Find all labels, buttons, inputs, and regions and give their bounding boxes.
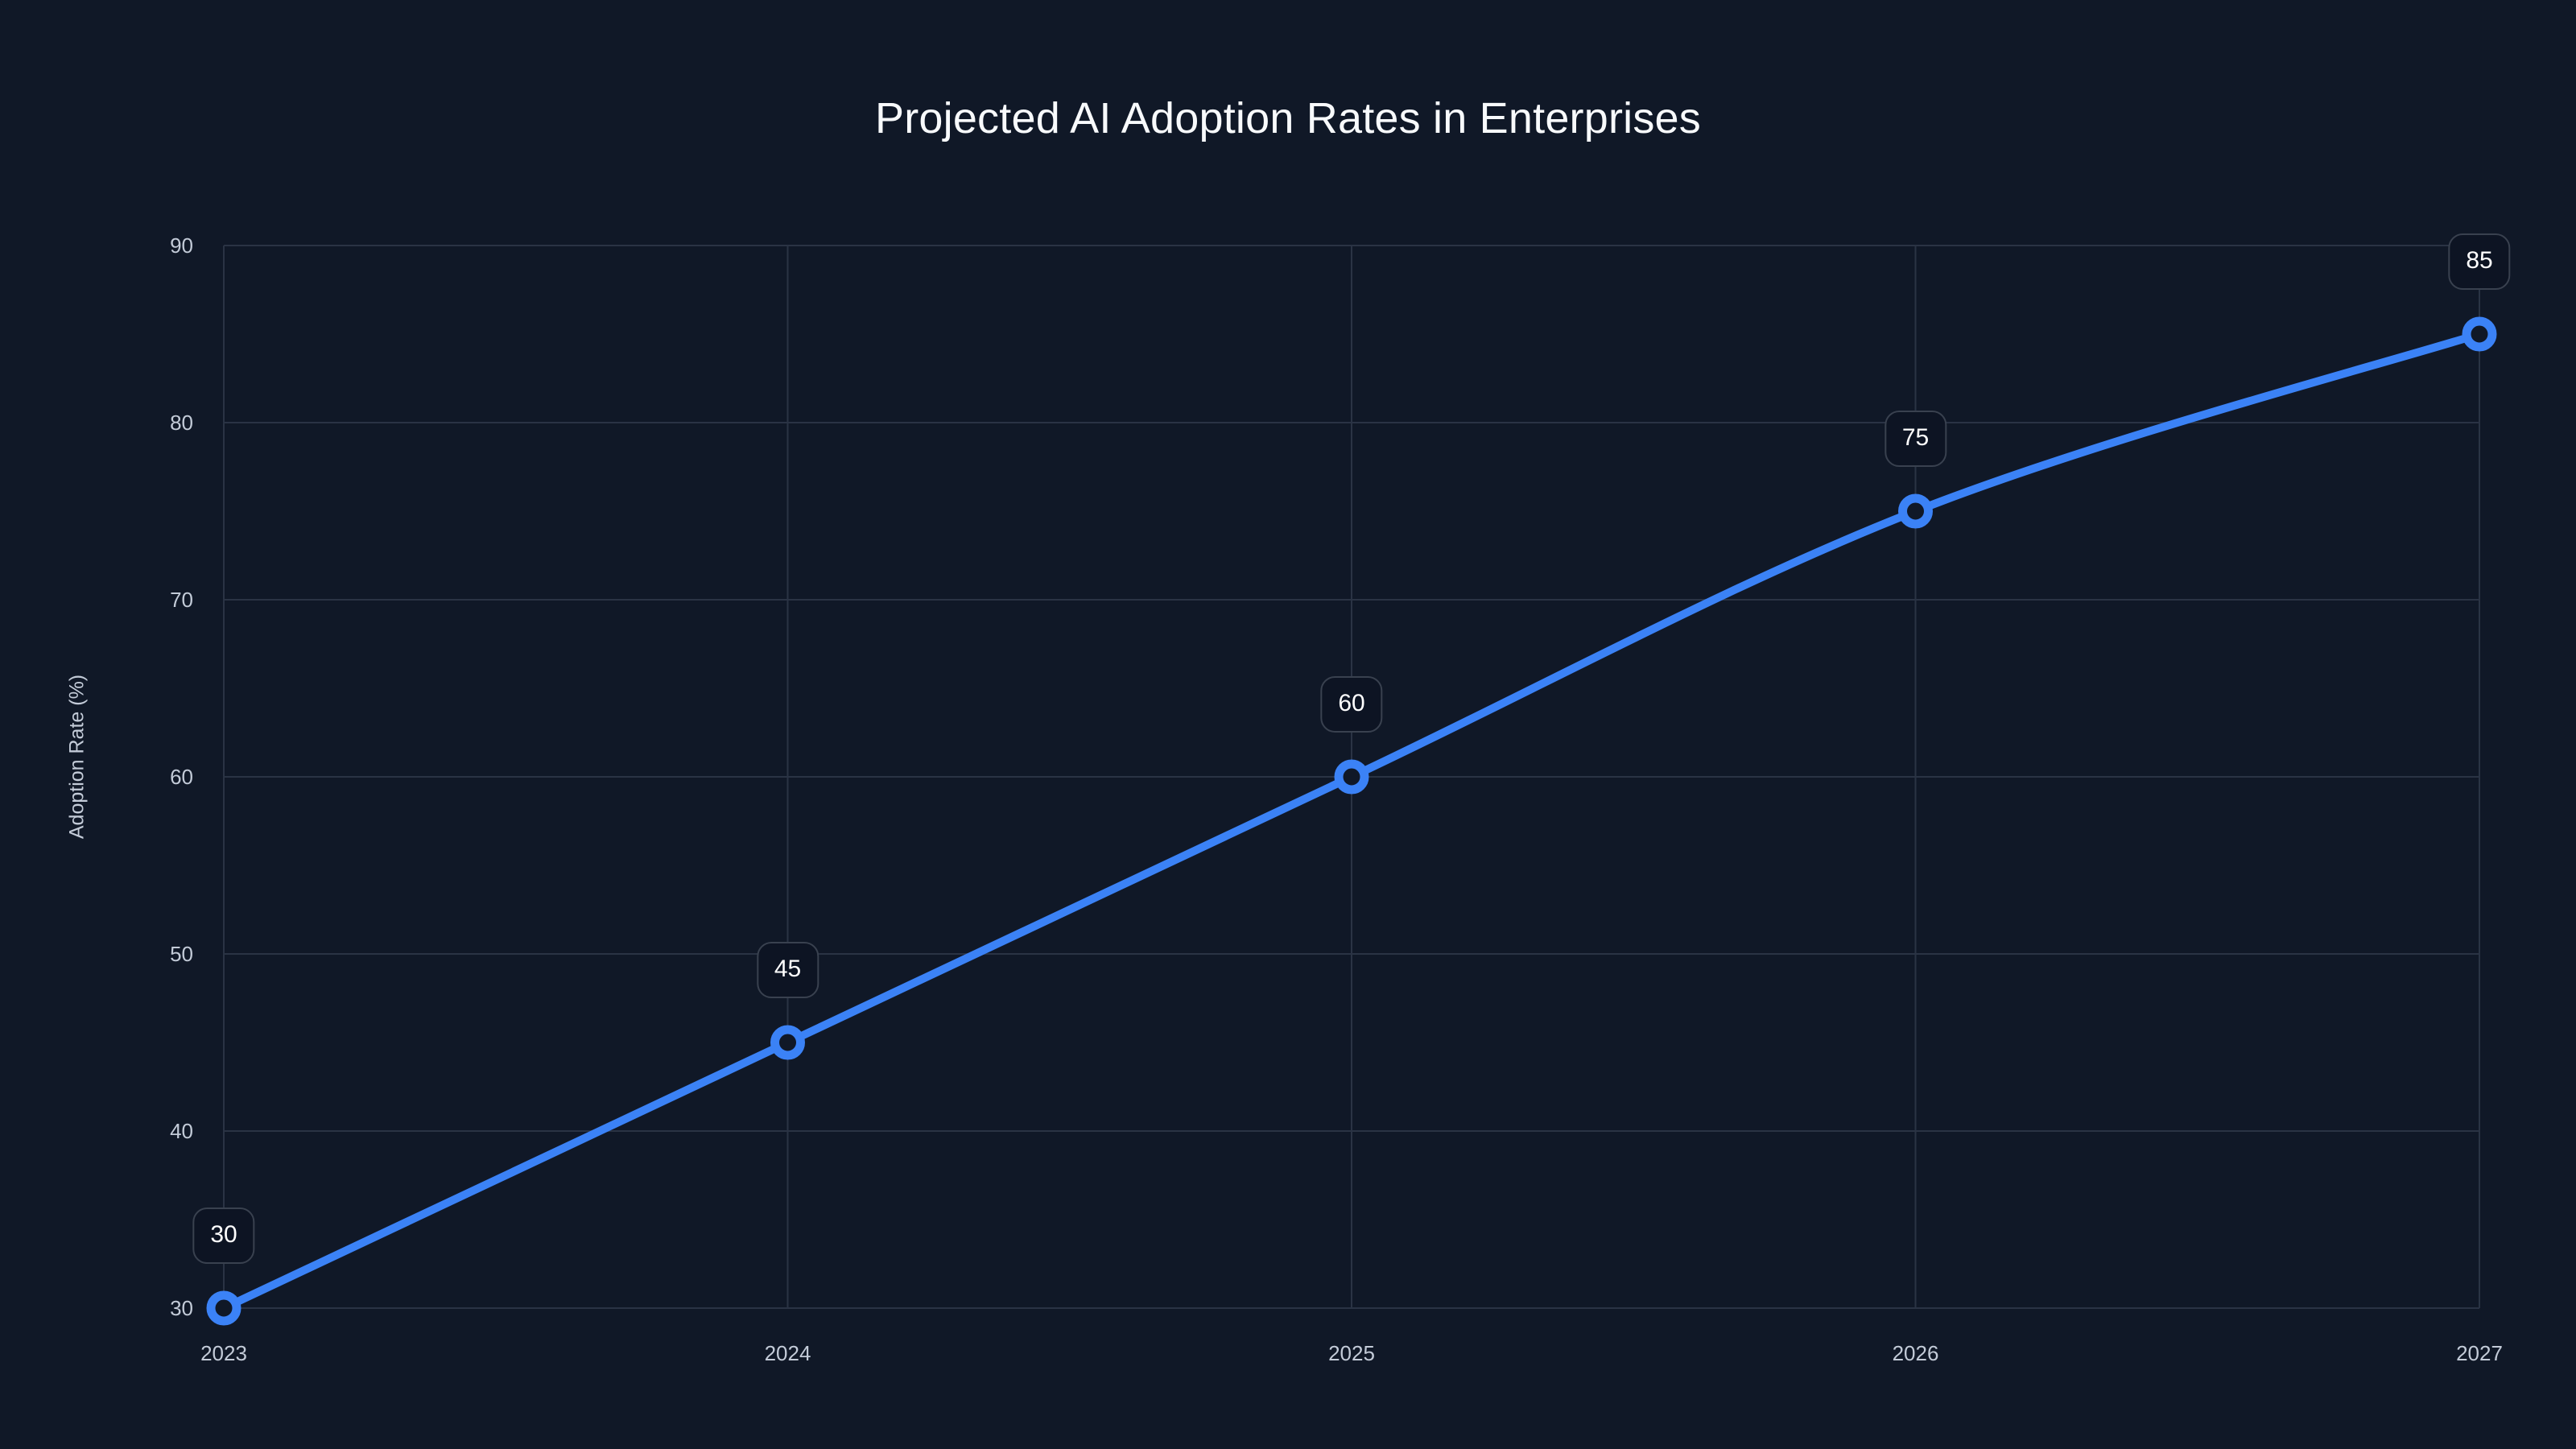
x-axis-tick-2027: 2027: [2456, 1341, 2503, 1365]
value-badge-2024: 45: [756, 942, 819, 998]
y-axis-title: Adoption Rate (%): [65, 674, 89, 840]
y-axis-tick-80: 80: [170, 411, 193, 435]
data-point-markers: [206, 316, 2497, 1326]
value-badge-2026: 75: [1884, 411, 1947, 467]
x-axis-tick-2026: 2026: [1892, 1341, 1939, 1365]
data-point-marker-2023[interactable]: [206, 1290, 242, 1326]
data-point-marker-2027[interactable]: [2462, 316, 2497, 352]
chart-title: Projected AI Adoption Rates in Enterpris…: [875, 94, 1701, 142]
y-axis-tick-70: 70: [170, 588, 193, 612]
value-badge-2025: 60: [1320, 676, 1383, 733]
y-axis-tick-90: 90: [170, 233, 193, 258]
x-axis-tick-2025: 2025: [1328, 1341, 1375, 1365]
value-badge-2027: 85: [2448, 233, 2511, 290]
value-badge-2023: 30: [192, 1208, 255, 1264]
data-point-marker-2026[interactable]: [1898, 493, 1933, 529]
y-axis-tick-30: 30: [170, 1296, 193, 1320]
y-axis-tick-50: 50: [170, 942, 193, 966]
y-axis-tick-40: 40: [170, 1119, 193, 1143]
x-axis-tick-2023: 2023: [200, 1341, 247, 1365]
data-point-marker-2025[interactable]: [1334, 759, 1369, 795]
data-point-marker-2024[interactable]: [770, 1025, 805, 1060]
x-axis-tick-2024: 2024: [764, 1341, 811, 1365]
axis-lines: [223, 245, 2479, 1308]
y-axis-tick-60: 60: [170, 765, 193, 789]
